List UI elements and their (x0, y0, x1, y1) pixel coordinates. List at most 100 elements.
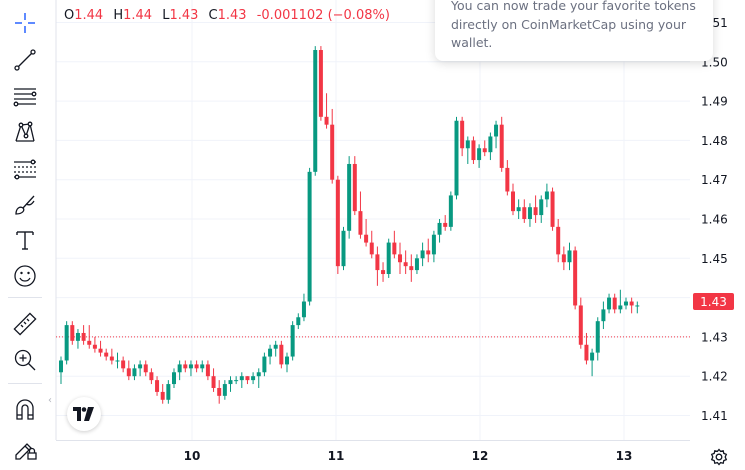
candle (121, 356, 126, 373)
candle (92, 336, 97, 353)
candle (578, 297, 583, 349)
candle-body (268, 348, 273, 357)
toolbar-collapse-handle[interactable]: ‹ (48, 394, 52, 406)
candle-body (324, 116, 329, 125)
candle-body (567, 250, 572, 263)
candle (629, 297, 634, 314)
candle-body (522, 207, 527, 219)
candle (335, 175, 340, 275)
candle (567, 242, 572, 271)
candle-body (381, 270, 386, 275)
candle (160, 384, 165, 404)
candle (482, 140, 487, 157)
magnet-icon[interactable] (8, 395, 42, 425)
trendline-icon[interactable] (8, 45, 42, 75)
candle (573, 246, 578, 310)
settings-gear-icon[interactable] (710, 448, 728, 466)
time-axis: 10 11 12 13 (184, 449, 633, 463)
candle-body (87, 340, 92, 345)
candle-body (64, 325, 69, 361)
trade-notification[interactable]: You can now trade your favorite tokens d… (435, 0, 713, 61)
candle-body (460, 120, 465, 149)
lock-drawing-icon[interactable] (8, 432, 42, 462)
candle (522, 199, 527, 223)
candle-body (188, 364, 193, 369)
time-tick-label: 10 (184, 449, 201, 463)
candle (126, 360, 131, 381)
time-tick-label: 13 (616, 449, 633, 463)
tradingview-logo-icon[interactable] (67, 397, 101, 431)
candle-body (155, 380, 160, 392)
candle-body (228, 380, 233, 385)
candle-body (352, 163, 357, 212)
candle-body (595, 321, 600, 353)
candle-body (239, 376, 244, 381)
candle (245, 376, 250, 385)
candle (87, 325, 92, 349)
candle (352, 156, 357, 216)
candle-body (251, 376, 256, 381)
candle (166, 380, 171, 404)
brush-icon[interactable] (8, 190, 42, 220)
candle (550, 187, 555, 231)
candle (290, 321, 295, 361)
candle (364, 219, 369, 247)
candle (194, 360, 199, 373)
candle (465, 136, 470, 164)
candle-body (471, 140, 476, 161)
text-icon[interactable] (8, 225, 42, 255)
candle-body (341, 230, 346, 267)
candle-body (533, 207, 538, 216)
drawing-toolbar (0, 0, 50, 470)
candle-body (584, 344, 589, 361)
candle (527, 203, 532, 227)
candle (409, 254, 414, 282)
candle (115, 352, 120, 369)
candle (511, 183, 515, 216)
candle (437, 219, 442, 243)
close-value: 1.43 (217, 8, 247, 23)
candle (454, 116, 459, 200)
candle (392, 230, 397, 259)
fib-icon[interactable] (8, 154, 42, 184)
zoom-in-icon[interactable] (8, 345, 42, 375)
candle-body (409, 266, 414, 271)
ruler-icon[interactable] (8, 309, 42, 339)
time-tick-label: 11 (328, 449, 345, 463)
candle (98, 340, 103, 357)
crosshair-icon[interactable] (8, 8, 42, 38)
pattern-icon[interactable] (8, 117, 42, 147)
price-tick-label: 1.49 (701, 95, 728, 109)
candle-body (465, 140, 470, 149)
candle (318, 46, 323, 121)
open-label: O (64, 8, 75, 23)
candle (132, 364, 137, 381)
candle-body (177, 364, 182, 373)
candle (81, 325, 86, 345)
emoji-icon[interactable] (8, 261, 42, 291)
candle-body (601, 309, 606, 322)
horizontal-lines-icon[interactable] (8, 81, 42, 111)
price-change: -0.001102 (−0.08%) (256, 8, 390, 23)
candle (330, 108, 335, 184)
candle (375, 246, 380, 286)
candle-body (335, 179, 340, 267)
candle (222, 380, 227, 400)
candle (358, 191, 363, 239)
candle-body (494, 124, 499, 137)
candle-body (121, 360, 126, 369)
candle (488, 132, 493, 161)
candle (477, 144, 482, 168)
candle (155, 376, 160, 396)
candle (143, 360, 148, 377)
candle-body (211, 376, 216, 388)
candle-body (92, 344, 97, 349)
candle-body (578, 305, 583, 345)
candle-body (160, 391, 165, 400)
candle (188, 360, 193, 377)
candle-body (166, 384, 171, 400)
candle (460, 116, 465, 157)
candle-body (358, 211, 363, 235)
candle (138, 360, 143, 377)
